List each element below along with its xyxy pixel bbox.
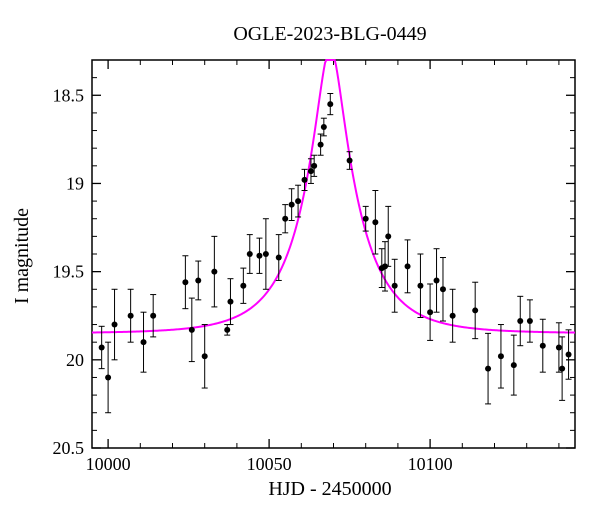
svg-text:18.5: 18.5 — [53, 85, 85, 105]
x-ticks: 10000 10050 10100 — [86, 60, 453, 474]
y-minor-ticks — [92, 60, 575, 430]
svg-text:20: 20 — [66, 350, 84, 370]
plot-frame — [92, 60, 575, 448]
x-axis-label: HJD - 2450000 — [268, 478, 391, 500]
svg-text:20.5: 20.5 — [53, 438, 85, 458]
lightcurve-chart: OGLE-2023-BLG-0449 HJD - 2450000 I magni… — [0, 0, 600, 512]
error-bars — [99, 94, 572, 413]
y-axis-label: I magnitude — [11, 208, 33, 304]
svg-text:19: 19 — [66, 173, 84, 193]
chart-title: OGLE-2023-BLG-0449 — [233, 23, 426, 45]
svg-text:10100: 10100 — [408, 454, 453, 474]
x-minor-ticks — [140, 60, 559, 448]
svg-text:10050: 10050 — [247, 454, 292, 474]
model-curve — [92, 60, 575, 333]
svg-text:19.5: 19.5 — [53, 262, 85, 282]
svg-text:10000: 10000 — [86, 454, 131, 474]
